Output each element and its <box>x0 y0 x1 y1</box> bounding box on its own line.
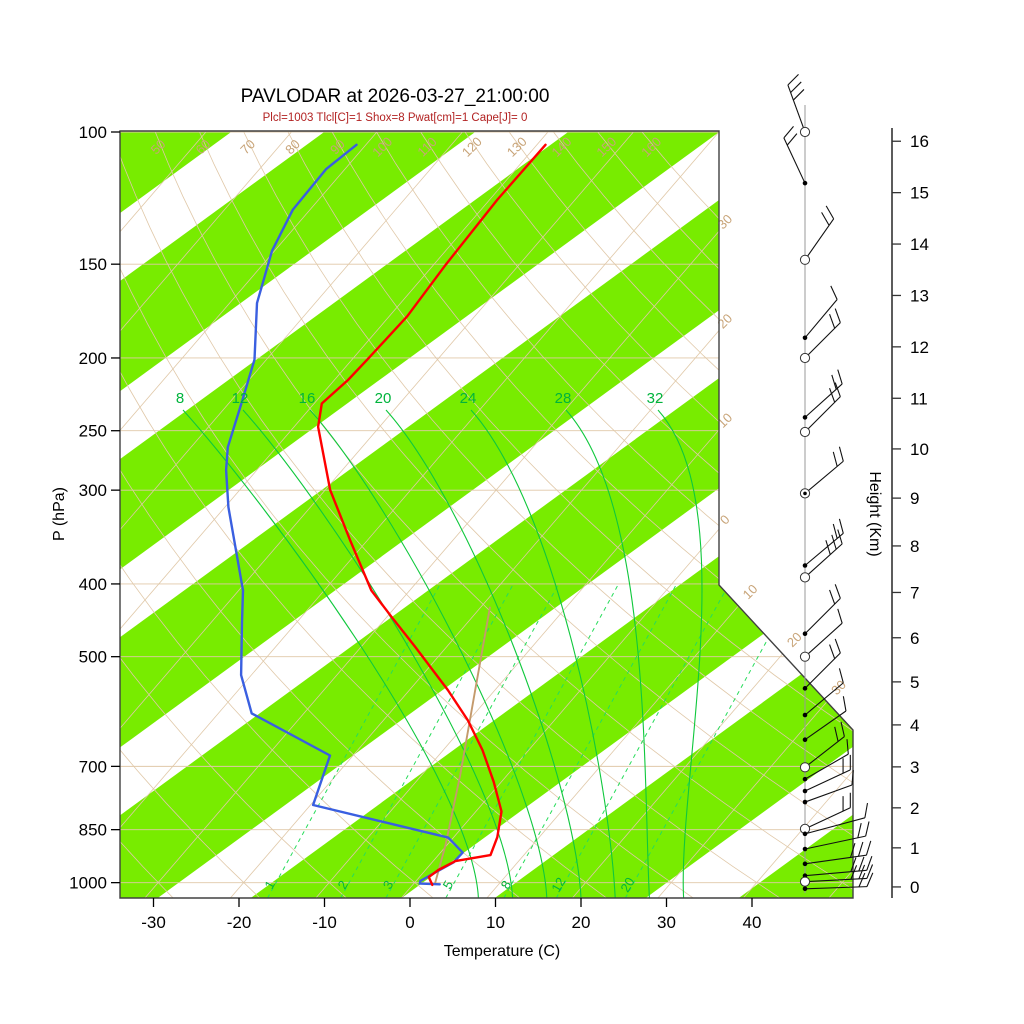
svg-text:13: 13 <box>910 286 929 305</box>
svg-text:12: 12 <box>910 338 929 357</box>
svg-text:16: 16 <box>910 132 929 151</box>
svg-text:300: 300 <box>79 481 107 500</box>
svg-text:400: 400 <box>79 575 107 594</box>
svg-text:1000: 1000 <box>69 874 107 893</box>
svg-text:1: 1 <box>910 839 919 858</box>
svg-text:20: 20 <box>784 629 805 650</box>
svg-text:20: 20 <box>572 913 591 932</box>
svg-text:200: 200 <box>79 349 107 368</box>
svg-text:4: 4 <box>910 716 919 735</box>
svg-text:500: 500 <box>79 648 107 667</box>
svg-text:16: 16 <box>299 390 316 407</box>
svg-text:12: 12 <box>548 875 568 895</box>
moist-adiabat-lines <box>182 409 703 898</box>
svg-text:250: 250 <box>79 422 107 441</box>
svg-text:100: 100 <box>79 123 107 142</box>
svg-text:15: 15 <box>910 184 929 203</box>
svg-text:20: 20 <box>714 311 735 332</box>
parcel-trace-line <box>433 606 491 885</box>
svg-text:8: 8 <box>498 878 515 892</box>
svg-text:130: 130 <box>504 134 530 160</box>
svg-text:0: 0 <box>910 878 919 897</box>
svg-text:9: 9 <box>910 489 919 508</box>
svg-text:10: 10 <box>910 440 929 459</box>
temperature-axis-title: Temperature (C) <box>444 943 560 960</box>
svg-text:3: 3 <box>910 758 919 777</box>
temperature-curve <box>316 143 547 887</box>
svg-text:6: 6 <box>910 629 919 648</box>
svg-text:11: 11 <box>910 389 928 408</box>
svg-text:24: 24 <box>460 390 477 407</box>
svg-text:10: 10 <box>740 581 761 602</box>
svg-text:20: 20 <box>375 390 392 407</box>
svg-text:2: 2 <box>910 799 919 818</box>
svg-text:28: 28 <box>555 390 572 407</box>
pressure-axis-title: P (hPa) <box>51 487 68 541</box>
chart-subtitle: Plcl=1003 Tlcl[C]=1 Shox=8 Pwat[cm]=1 Ca… <box>263 112 528 124</box>
svg-text:5: 5 <box>910 673 919 692</box>
svg-text:30: 30 <box>657 913 676 932</box>
svg-text:40: 40 <box>743 913 762 932</box>
svg-text:0: 0 <box>405 913 414 932</box>
svg-text:8: 8 <box>176 390 184 407</box>
svg-text:700: 700 <box>79 757 107 776</box>
svg-text:8: 8 <box>910 537 919 556</box>
svg-text:850: 850 <box>79 821 107 840</box>
svg-text:5: 5 <box>440 878 457 892</box>
svg-text:32: 32 <box>647 390 664 407</box>
svg-text:12: 12 <box>232 390 249 407</box>
svg-text:150: 150 <box>79 255 107 274</box>
svg-text:-10: -10 <box>312 913 337 932</box>
wind-barb-column <box>783 74 874 893</box>
svg-text:-30: -30 <box>141 913 166 932</box>
chart-title: PAVLODAR at 2026-03-27_21:00:00 <box>241 86 550 107</box>
svg-text:20: 20 <box>617 875 637 895</box>
plot-border <box>119 130 854 899</box>
svg-text:7: 7 <box>910 583 919 602</box>
dry-adiabat-lines <box>120 131 853 898</box>
svg-text:10: 10 <box>486 913 505 932</box>
svg-text:14: 14 <box>910 235 929 254</box>
svg-text:-20: -20 <box>227 913 252 932</box>
height-axis-title: Height (Km) <box>866 471 883 556</box>
